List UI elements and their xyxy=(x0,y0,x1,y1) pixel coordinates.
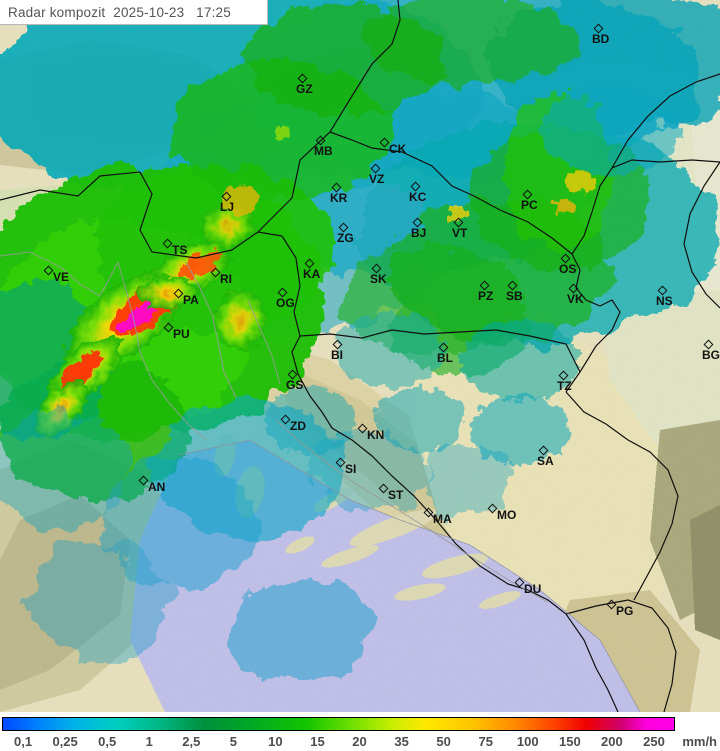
city-label: MB xyxy=(314,144,333,158)
radar-map[interactable]: BD GZ MB CK VZ KR KC PC BJ VT LJ TS ZG OS RI KA VE PA OG SK… xyxy=(0,0,720,712)
city-label: DU xyxy=(524,582,542,596)
legend-panel: mm/h 0,1 0,25 0,5 1 2,5 5 10 15 20 35 50 75 100 150 20… xyxy=(0,712,720,751)
city-label: BL xyxy=(437,351,453,365)
city-label: ZG xyxy=(337,231,354,245)
legend-tick: 50 xyxy=(436,734,451,749)
legend-tick: 200 xyxy=(601,734,623,749)
coastline xyxy=(177,439,641,712)
legend-tick: 1 xyxy=(145,734,153,749)
legend-tick: 250 xyxy=(643,734,665,749)
city-label: SB xyxy=(506,289,523,303)
city-label: VT xyxy=(452,226,468,240)
city-label: ST xyxy=(388,488,404,502)
city-label: AN xyxy=(148,480,166,494)
city-label: SK xyxy=(370,272,387,286)
legend-tick: 15 xyxy=(310,734,325,749)
city-label: GZ xyxy=(296,82,313,96)
legend-tick: 35 xyxy=(394,734,409,749)
city-label: KA xyxy=(303,267,321,281)
precipitation-layer xyxy=(0,0,720,685)
city-label: BI xyxy=(331,348,343,362)
city-label: SI xyxy=(345,462,357,476)
legend-tick: 75 xyxy=(478,734,493,749)
city-label: MA xyxy=(433,512,452,526)
title-bar: Radar kompozit 2025-10-23 17:25 xyxy=(0,0,268,25)
legend-tick-labels: mm/h 0,1 0,25 0,5 1 2,5 5 10 15 20 35 50 75 100 150 20… xyxy=(0,732,720,751)
city-label: LJ xyxy=(220,200,235,214)
city-label: KR xyxy=(330,191,348,205)
city-label: TS xyxy=(172,243,188,257)
city-label: CK xyxy=(389,142,407,156)
legend-tick: 150 xyxy=(558,734,581,749)
city-label: PZ xyxy=(478,289,494,303)
legend-tick: 100 xyxy=(516,734,539,749)
city-label: SA xyxy=(537,454,554,468)
city-label: RI xyxy=(220,272,232,286)
legend-tick: 0,25 xyxy=(52,734,78,749)
precipitation-colorbar xyxy=(2,717,675,731)
city-label: GS xyxy=(286,378,304,392)
window-title: Radar kompozit 2025-10-23 17:25 xyxy=(8,4,231,20)
city-label: ZD xyxy=(290,419,306,433)
city-label: NS xyxy=(656,294,673,308)
city-label: BJ xyxy=(411,226,427,240)
city-label: OG xyxy=(276,296,295,310)
city-label: MO xyxy=(497,508,517,522)
political-borders xyxy=(0,0,720,712)
city-label: KC xyxy=(409,190,427,204)
legend-tick: 10 xyxy=(268,734,283,749)
city-label: VZ xyxy=(369,172,385,186)
city-label: PA xyxy=(183,293,199,307)
city-label: VK xyxy=(567,292,584,306)
city-label: KN xyxy=(367,428,385,442)
city-label: OS xyxy=(559,262,577,276)
city-label: BG xyxy=(702,348,720,362)
city-label: PG xyxy=(616,604,634,618)
legend-tick: 0,5 xyxy=(98,734,117,749)
city-label: PC xyxy=(521,198,538,212)
legend-tick: 2,5 xyxy=(182,734,201,749)
rivers-and-secondary-lines xyxy=(0,251,549,603)
city-label: PU xyxy=(173,327,190,341)
city-label: BD xyxy=(592,32,610,46)
legend-tick: 0,1 xyxy=(13,734,33,749)
city-label: TZ xyxy=(557,379,572,393)
legend-tick: 20 xyxy=(352,734,367,749)
legend-unit-label: mm/h xyxy=(682,734,717,749)
city-label: VE xyxy=(53,270,70,284)
map-canvas xyxy=(0,0,720,712)
legend-tick: 5 xyxy=(229,734,237,749)
